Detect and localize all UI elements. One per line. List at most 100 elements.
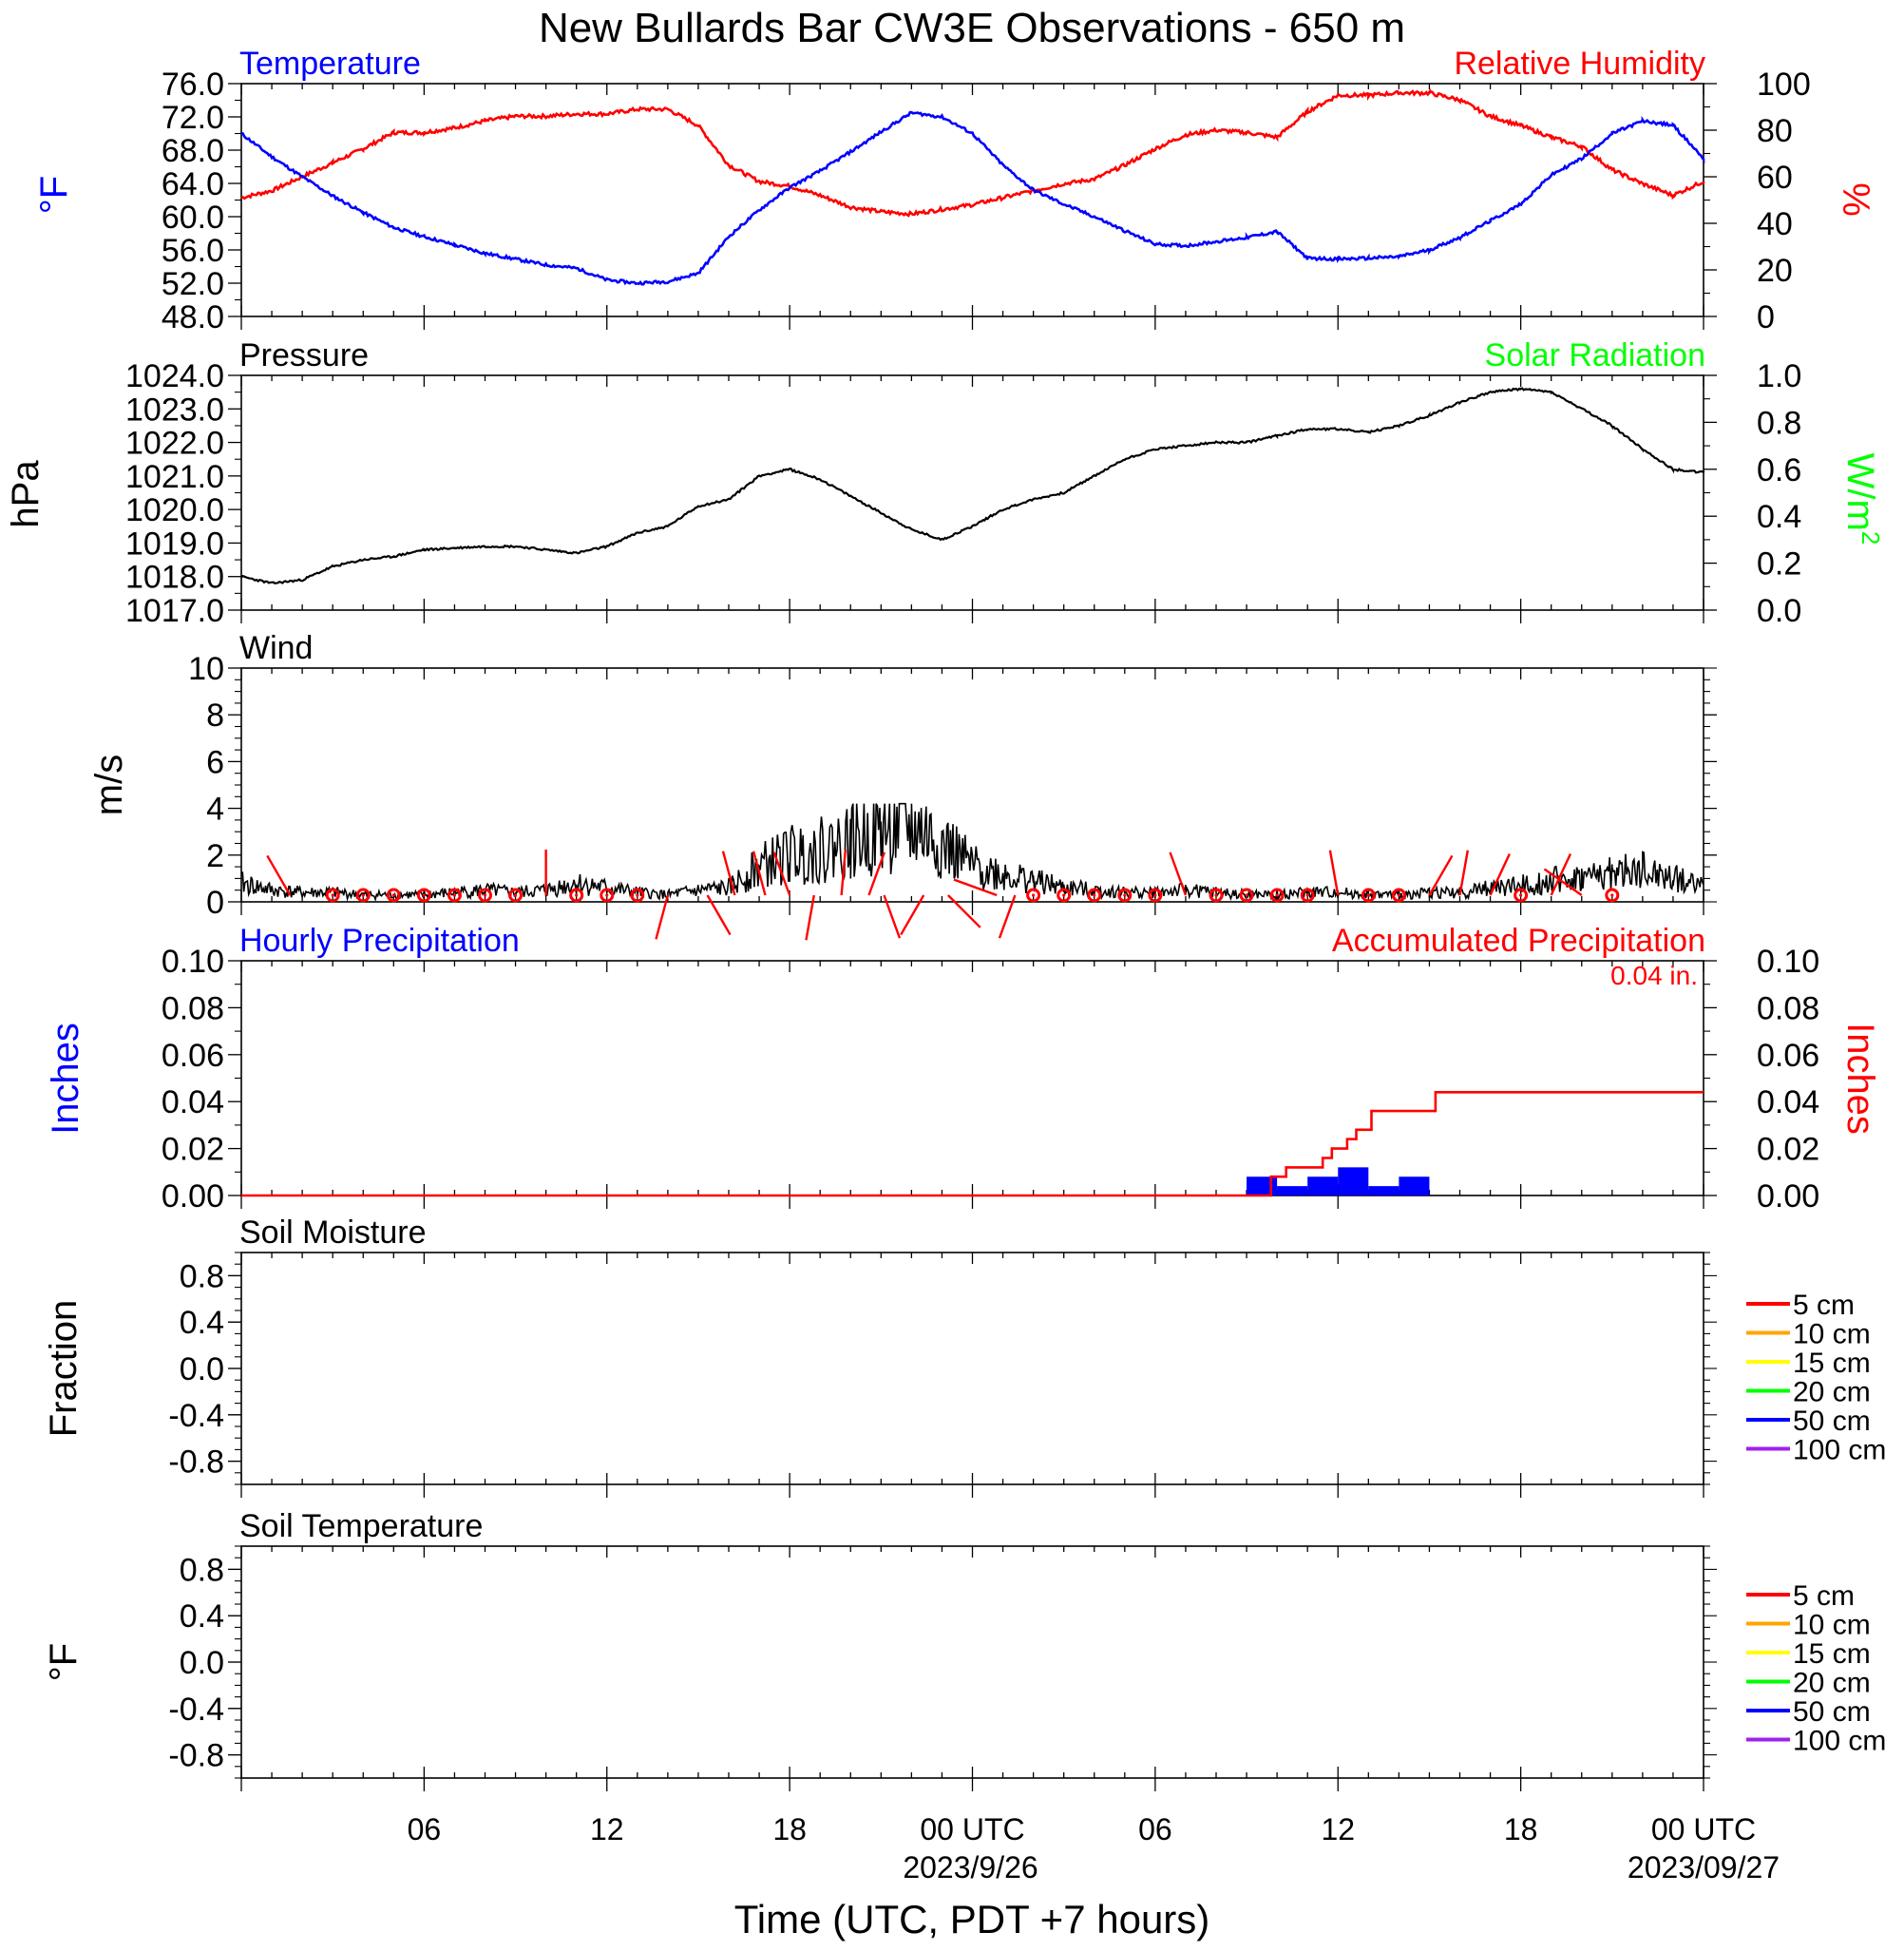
legend-entry: 50 cm xyxy=(1793,1406,1871,1437)
y-label-temperature: °F xyxy=(33,176,75,214)
y-tick-label: 1024.0 xyxy=(125,358,224,394)
panel-title-humidity: Relative Humidity xyxy=(1454,46,1705,82)
y-tick-label: 56.0 xyxy=(162,233,224,269)
wind-calm-marker xyxy=(331,893,334,897)
wind-calm-marker xyxy=(1093,893,1096,897)
plot-frame xyxy=(240,960,1704,1196)
wind-calm-marker xyxy=(1610,893,1614,897)
y-tick-label: 60 xyxy=(1757,160,1793,196)
wind-calm-marker xyxy=(1117,888,1133,903)
panel-wind: 10 8 6 4 2 0 Wind m/s xyxy=(88,630,1717,941)
y-tick-label: -0.8 xyxy=(168,1444,224,1481)
panels-group: 76.072.068.064.060.056.052.048.010080604… xyxy=(5,46,1886,1884)
y-tick-label: 0.6 xyxy=(1757,452,1801,488)
y-tick-label: 4 xyxy=(206,792,224,828)
plot-frame xyxy=(240,1545,1704,1779)
wind-calm-marker xyxy=(1123,893,1127,897)
wind-calm-marker xyxy=(605,893,609,897)
plot-frame xyxy=(240,83,1704,317)
y-tick-label: 0.06 xyxy=(162,1038,224,1074)
wind-barb xyxy=(772,851,791,896)
legend-entry: 20 cm xyxy=(1793,1377,1871,1408)
y-tick-label: 0.0 xyxy=(180,1645,224,1681)
y-tick-label: 0.10 xyxy=(162,944,224,980)
y-tick-label: 64.0 xyxy=(162,166,224,202)
wind-barb xyxy=(1458,850,1470,896)
y-tick-label: 1.0 xyxy=(1757,358,1801,394)
y-tick-label: 0.08 xyxy=(1757,990,1819,1026)
x-date-label: 2023/9/26 xyxy=(903,1850,1038,1884)
legend-entry: 20 cm xyxy=(1793,1668,1871,1699)
series-pressure xyxy=(240,387,1705,584)
legend-entry: 15 cm xyxy=(1793,1348,1871,1379)
wind-calm-marker xyxy=(361,893,365,897)
wind-calm-marker xyxy=(636,893,639,897)
x-tick-label: 18 xyxy=(772,1812,807,1846)
wind-calm-marker xyxy=(325,888,340,903)
y-tick-label: 0.2 xyxy=(1757,546,1801,583)
y-tick-label: 0 xyxy=(1757,299,1775,335)
y-tick-label: 1023.0 xyxy=(125,392,224,428)
wind-calm-marker xyxy=(1062,893,1066,897)
panel-title-hourly-precip: Hourly Precipitation xyxy=(239,923,520,959)
wind-calm-marker xyxy=(1148,888,1163,903)
precip-bar xyxy=(1277,1186,1308,1195)
y-tick-label: 1022.0 xyxy=(125,426,224,462)
y-tick-label: 100 xyxy=(1757,67,1811,103)
y-tick-label: 76.0 xyxy=(162,67,224,103)
precip-bar xyxy=(1338,1167,1369,1195)
wind-barb xyxy=(1428,854,1454,896)
wind-barb xyxy=(266,854,292,896)
accum-total-label: 0.04 in. xyxy=(1610,961,1698,990)
wind-calm-marker xyxy=(1519,893,1523,897)
panel-title-soil-temperature: Soil Temperature xyxy=(239,1508,483,1544)
panel-title-solar: Solar Radiation xyxy=(1485,337,1705,373)
x-date-label: 2023/09/27 xyxy=(1628,1850,1780,1884)
legend-entry: 50 cm xyxy=(1793,1696,1871,1728)
y-tick-label: 8 xyxy=(206,698,224,734)
y-tick-label: 0.10 xyxy=(1757,944,1819,980)
wind-calm-marker xyxy=(1366,893,1370,897)
panel-title-pressure: Pressure xyxy=(239,337,369,373)
y-tick-label: 48.0 xyxy=(162,299,224,335)
y-tick-label: 2 xyxy=(206,838,224,874)
wind-calm-marker xyxy=(1057,888,1072,903)
wind-barb xyxy=(840,850,847,896)
y-tick-label: 0.02 xyxy=(1757,1132,1819,1168)
wind-barb xyxy=(900,894,925,936)
wind-calm-marker xyxy=(1239,888,1254,903)
y-tick-label: 40 xyxy=(1757,206,1793,242)
wind-barb xyxy=(721,851,736,896)
series-wind-speed xyxy=(240,802,1704,902)
precip-bar xyxy=(1399,1176,1430,1195)
legend-entry: 5 cm xyxy=(1793,1290,1855,1321)
x-tick-label: 00 UTC xyxy=(920,1812,1024,1846)
y-tick-label: 52.0 xyxy=(162,266,224,302)
y-tick-label: -0.4 xyxy=(168,1398,224,1434)
y-label-pressure: hPa xyxy=(5,460,47,528)
y-label-solar: W/m2 xyxy=(1839,453,1885,545)
wind-calm-marker xyxy=(1361,888,1376,903)
wind-barb xyxy=(655,894,670,940)
wind-calm-marker xyxy=(513,893,518,897)
wind-barb xyxy=(953,878,998,897)
wind-barb xyxy=(883,894,902,939)
wind-calm-marker xyxy=(1397,893,1400,897)
wind-calm-marker xyxy=(1275,893,1279,897)
x-tick-label: 06 xyxy=(1138,1812,1172,1846)
wind-barb xyxy=(752,851,767,896)
wind-barb xyxy=(867,851,886,896)
y-tick-label: 1018.0 xyxy=(125,560,224,596)
y-tick-label: 20 xyxy=(1757,253,1793,289)
x-tick-label: 18 xyxy=(1504,1812,1538,1846)
wind-calm-marker xyxy=(1605,888,1620,903)
legend-entry: 100 cm xyxy=(1793,1726,1886,1757)
wind-calm-marker xyxy=(1305,893,1309,897)
y-tick-label: 72.0 xyxy=(162,100,224,136)
y-tick-label: 1020.0 xyxy=(125,492,224,528)
series-accum-precip xyxy=(241,1091,1704,1197)
panel-pressure-solar: 1024.01023.01022.01021.01020.01019.01018… xyxy=(5,337,1885,629)
wind-barb xyxy=(1543,868,1583,896)
plot-frame xyxy=(240,667,1704,903)
